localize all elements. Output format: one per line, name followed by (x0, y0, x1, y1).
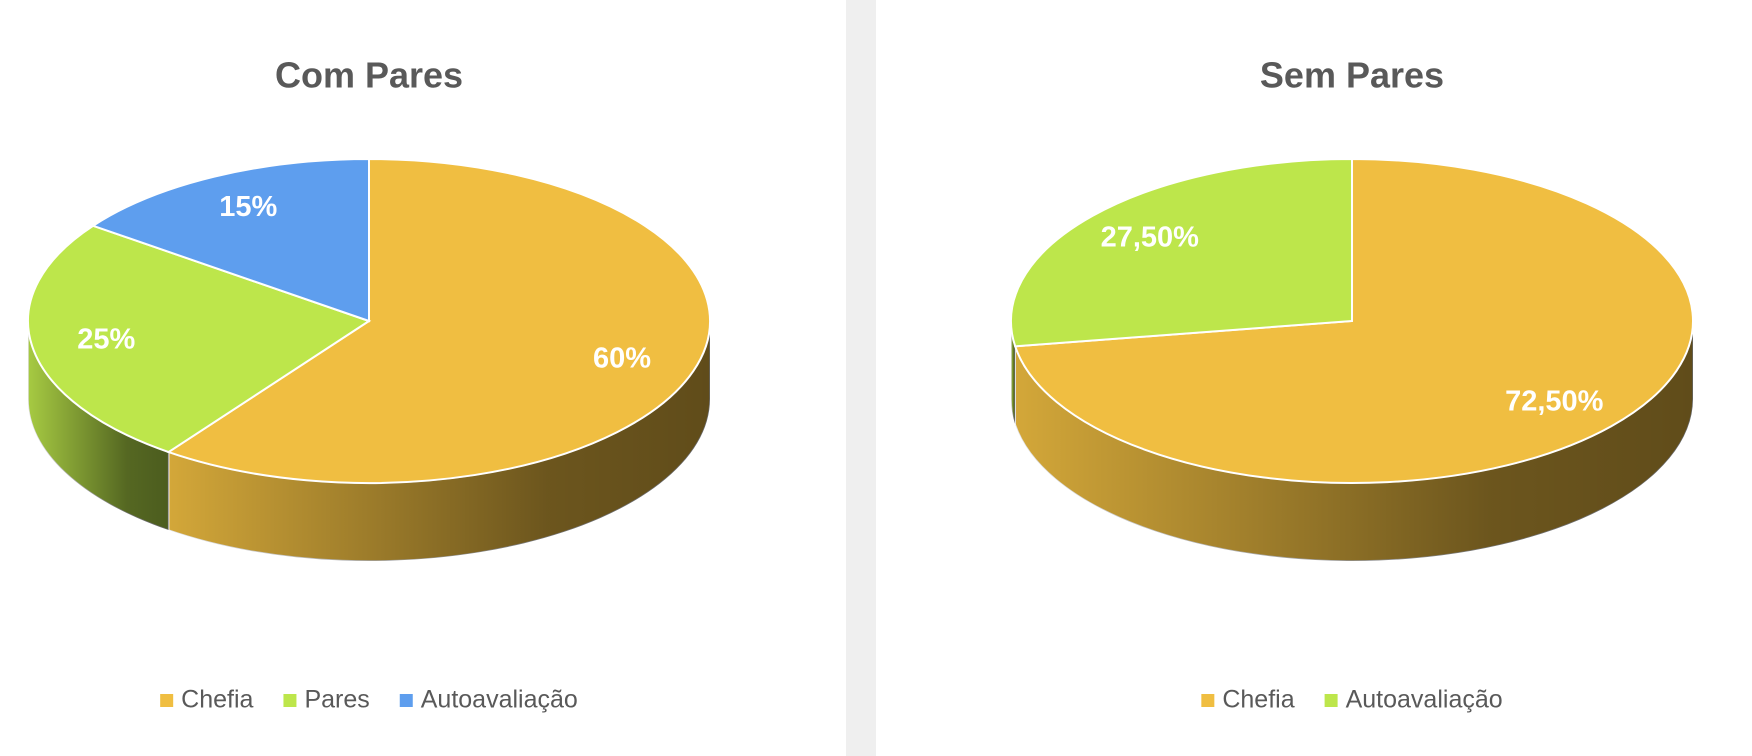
pie-side-shade (1015, 321, 1693, 561)
chart-title: Sem Pares (1260, 55, 1444, 96)
pie-sides (27, 320, 711, 562)
pie-slice (1010, 157, 1353, 348)
pie-side-shade (1011, 321, 1016, 425)
data-label: 60% (593, 343, 651, 375)
data-label: 72,50% (1505, 386, 1604, 418)
pie-slice (166, 157, 711, 484)
legend-swatch (160, 694, 174, 707)
chart-title: Com Pares (275, 55, 463, 96)
legend-label: Chefia (181, 686, 253, 714)
pie-side-shade (28, 321, 169, 531)
pie-chart: Sem Pares 72,50% 27,50% Chefia Autoavaliação (1010, 55, 1694, 714)
legend: Chefia Pares Autoavaliação (160, 686, 578, 714)
legend: Chefia Autoavaliação (1201, 686, 1503, 714)
data-label: 25% (77, 323, 135, 355)
data-label: 15% (219, 191, 277, 223)
pie-chart: Com Pares 60% 25% 15% Chefia Pares Autoavaliaç… (27, 55, 711, 714)
pie-slice (1013, 157, 1694, 484)
pie-side-shade (168, 321, 710, 561)
legend-label: Autoavaliação (1346, 686, 1503, 714)
legend-label: Pares (304, 686, 369, 714)
legend-label: Chefia (1222, 686, 1294, 714)
legend-swatch (283, 694, 297, 707)
legend-swatch (1324, 694, 1338, 707)
legend-label: Autoavaliação (421, 686, 578, 714)
legend-swatch (399, 694, 413, 707)
data-label: 27,50% (1101, 222, 1200, 254)
pie-slice (27, 224, 372, 454)
divider (846, 0, 876, 756)
legend-swatch (1201, 694, 1215, 707)
pie-slice (90, 157, 370, 323)
